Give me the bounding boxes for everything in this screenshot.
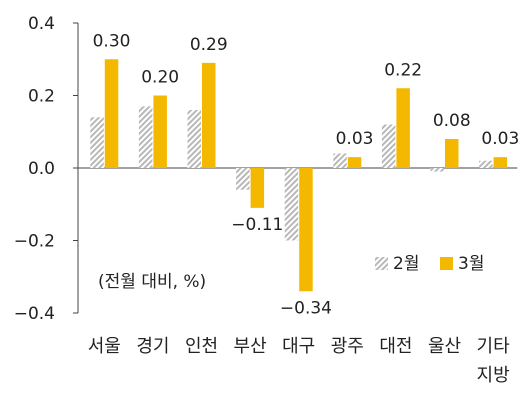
unit-note: (전월 대비, %): [98, 272, 206, 292]
bar-mar: [445, 139, 459, 168]
chart-axes: 0.4 0.2 0.0 −0.2 −0.4: [14, 14, 518, 324]
legend-swatch-mar: [440, 257, 453, 270]
bar-mar: [493, 157, 508, 168]
data-label: 0.30: [93, 31, 131, 51]
data-label: 0.08: [433, 111, 471, 131]
category-label: 부산: [234, 336, 267, 357]
bar-feb: [479, 160, 493, 168]
data-label: 0.03: [336, 129, 374, 149]
bar-mar: [347, 157, 362, 168]
y-tick-label: 0.4: [28, 14, 55, 34]
category-label: 울산: [428, 336, 461, 357]
bar-feb: [381, 124, 396, 168]
data-label: 0.22: [384, 60, 422, 80]
chart-bars: [90, 59, 508, 292]
bar-feb: [284, 168, 299, 241]
legend-label-feb: 2월: [393, 254, 419, 274]
y-tick-label: −0.2: [14, 232, 55, 252]
data-label: −0.34: [280, 298, 332, 318]
bar-feb: [430, 168, 444, 172]
category-label: 경기: [136, 336, 169, 357]
legend-swatch-feb: [375, 257, 388, 270]
category-label: 지방: [477, 365, 510, 386]
bar-mar: [104, 59, 119, 168]
y-tick-label: 0.2: [28, 87, 55, 107]
chart-labels: 0.30 서울 0.20 경기 0.29 인천 −0.11 부산 −0.34 대구 0.03 광주 0.…: [88, 31, 520, 386]
bar-mar: [396, 88, 410, 168]
bar-mar: [153, 95, 167, 168]
category-label: 대전: [379, 336, 412, 357]
category-label: 대구: [282, 336, 315, 357]
legend-label-mar: 3월: [458, 254, 484, 274]
y-tick-label: −0.4: [14, 304, 55, 324]
data-label: 0.29: [190, 35, 228, 55]
bar-mar: [299, 168, 313, 292]
category-label: 광주: [331, 336, 364, 357]
bar-feb: [90, 117, 104, 168]
bar-feb: [138, 106, 153, 168]
y-tick-label: 0.0: [28, 159, 55, 179]
category-label: 기타: [477, 336, 511, 357]
category-label: 인천: [185, 336, 218, 357]
bar-mar: [202, 62, 216, 168]
category-label: 서울: [88, 336, 121, 357]
bar-feb: [333, 153, 347, 168]
data-label: 0.03: [481, 129, 519, 149]
bar-feb: [187, 110, 201, 168]
data-label: 0.20: [141, 68, 179, 88]
chart-legend: 2월 3월: [375, 254, 484, 274]
bar-feb: [236, 168, 250, 190]
bar-mar: [250, 168, 265, 208]
data-label: −0.11: [231, 215, 283, 235]
